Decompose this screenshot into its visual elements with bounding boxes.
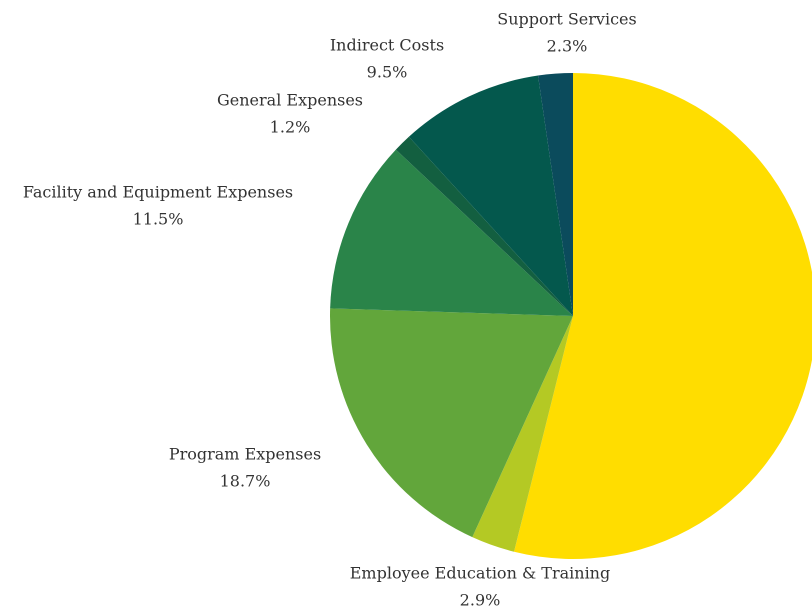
slice-label: Support Services [497,10,636,29]
slice-value-label: 2.9% [460,591,501,609]
slice-value-label: 1.2% [270,118,311,137]
slice-label: Program Expenses [169,445,321,464]
pie-slice [514,73,812,559]
pie-slice [330,308,573,538]
slice-label: Employee Education & Training [350,564,610,583]
slice-value-label: 11.5% [133,210,184,229]
slice-label: Facility and Equipment Expenses [23,183,293,202]
slice-label: General Expenses [217,91,363,110]
pie-slice [330,149,573,316]
pie-slice [538,73,573,316]
pie-slice [408,75,573,316]
slice-value-label: 18.7% [220,472,271,491]
pie-slice [395,136,573,316]
pie-slice [472,316,573,552]
slice-value-label: 9.5% [367,63,408,82]
slice-label: Indirect Costs [330,36,444,55]
slice-value-label: 2.3% [547,37,588,56]
